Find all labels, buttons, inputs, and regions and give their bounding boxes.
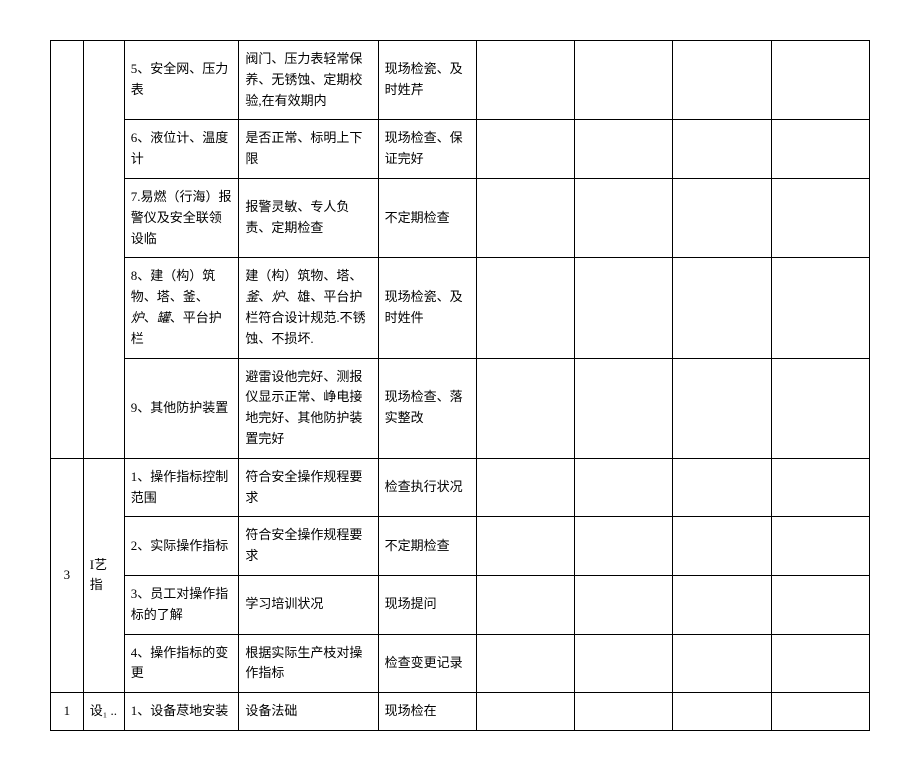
cell-category	[83, 41, 124, 459]
table-row: 1 设₁ .. 1、设备荩地安装 设备法础 现场检在	[51, 693, 870, 731]
table-row: 3、员工对操作指标的了解 学习培训状况 现场提问	[51, 575, 870, 634]
cell-blank	[476, 458, 574, 517]
table-row: 5、安全网、压力表 阀门、压力表轻常保养、无锈蚀、定期校验,在有效期内 现场检瓷…	[51, 41, 870, 120]
cell-blank	[476, 41, 574, 120]
cell-standard: 是否正常、标明上下限	[239, 120, 378, 179]
cell-standard: 避雷设他完好、测报仪显示正常、峥电接地完好、其他防护装置完好	[239, 358, 378, 458]
cell-blank	[673, 41, 771, 120]
cell-method: 现场检瓷、及时姓芹	[378, 41, 476, 120]
cell-standard: 建（构）筑物、塔、釜、炉、雄、平台护栏符合设计规范.不锈蚀、不损坏.	[239, 258, 378, 358]
cell-blank	[673, 120, 771, 179]
cell-index	[51, 41, 84, 459]
cell-item: 6、液位计、温度计	[124, 120, 239, 179]
cell-blank	[575, 634, 673, 693]
cell-blank	[476, 120, 574, 179]
cell-blank	[771, 517, 869, 576]
cell-standard: 符合安全操作规程要求	[239, 517, 378, 576]
cell-blank	[771, 258, 869, 358]
cell-method: 现场检查、保证完好	[378, 120, 476, 179]
cell-blank	[673, 178, 771, 257]
cell-blank	[575, 575, 673, 634]
cell-standard: 设备法础	[239, 693, 378, 731]
cell-method: 现场检在	[378, 693, 476, 731]
cell-method: 不定期检查	[378, 178, 476, 257]
cell-blank	[476, 575, 574, 634]
cell-standard: 符合安全操作规程要求	[239, 458, 378, 517]
cell-item: 3、员工对操作指标的了解	[124, 575, 239, 634]
cell-blank	[771, 693, 869, 731]
cell-blank	[476, 693, 574, 731]
cell-item: 4、操作指标的变更	[124, 634, 239, 693]
cell-blank	[771, 120, 869, 179]
cell-method: 现场检瓷、及时姓件	[378, 258, 476, 358]
cell-standard: 阀门、压力表轻常保养、无锈蚀、定期校验,在有效期内	[239, 41, 378, 120]
cell-item: 8、建（构）筑物、塔、釜、炉、罐、平台护栏	[124, 258, 239, 358]
cell-blank	[771, 458, 869, 517]
cell-blank	[673, 258, 771, 358]
cell-blank	[673, 575, 771, 634]
cell-blank	[476, 517, 574, 576]
cell-item: 2、实际操作指标	[124, 517, 239, 576]
cell-blank	[476, 358, 574, 458]
cell-blank	[673, 458, 771, 517]
cell-blank	[771, 178, 869, 257]
cell-index: 3	[51, 458, 84, 692]
cell-item: 1、设备荩地安装	[124, 693, 239, 731]
cell-standard: 根据实际生产枝对操作指标	[239, 634, 378, 693]
cell-index: 1	[51, 693, 84, 731]
cell-method: 检查变更记录	[378, 634, 476, 693]
cell-blank	[673, 634, 771, 693]
cell-blank	[575, 120, 673, 179]
cell-blank	[575, 693, 673, 731]
cell-blank	[673, 693, 771, 731]
table-row: 3 I艺指 1、操作指标控制范围 符合安全操作规程要求 检查执行状况	[51, 458, 870, 517]
cell-blank	[673, 358, 771, 458]
cell-method: 现场检查、落实整改	[378, 358, 476, 458]
cell-blank	[771, 358, 869, 458]
inspection-table: 5、安全网、压力表 阀门、压力表轻常保养、无锈蚀、定期校验,在有效期内 现场检瓷…	[50, 40, 870, 731]
cell-blank	[575, 358, 673, 458]
cell-blank	[575, 41, 673, 120]
cell-category: 设₁ ..	[83, 693, 124, 731]
cell-item: 1、操作指标控制范围	[124, 458, 239, 517]
cell-blank	[575, 258, 673, 358]
cell-item: 5、安全网、压力表	[124, 41, 239, 120]
cell-standard: 报警灵敏、专人负责、定期检查	[239, 178, 378, 257]
table-row: 8、建（构）筑物、塔、釜、炉、罐、平台护栏 建（构）筑物、塔、釜、炉、雄、平台护…	[51, 258, 870, 358]
cell-method: 不定期检查	[378, 517, 476, 576]
table-row: 4、操作指标的变更 根据实际生产枝对操作指标 检查变更记录	[51, 634, 870, 693]
cell-blank	[771, 575, 869, 634]
cell-method: 现场提问	[378, 575, 476, 634]
cell-blank	[476, 178, 574, 257]
cell-method: 检查执行状况	[378, 458, 476, 517]
cell-blank	[771, 41, 869, 120]
table-row: 9、其他防护装置 避雷设他完好、测报仪显示正常、峥电接地完好、其他防护装置完好 …	[51, 358, 870, 458]
cell-item: 7.易燃（行海）报警仪及安全联领设临	[124, 178, 239, 257]
cell-standard: 学习培训状况	[239, 575, 378, 634]
cell-blank	[476, 634, 574, 693]
table-row: 7.易燃（行海）报警仪及安全联领设临 报警灵敏、专人负责、定期检查 不定期检查	[51, 178, 870, 257]
cell-blank	[771, 634, 869, 693]
cell-category: I艺指	[83, 458, 124, 692]
table-row: 2、实际操作指标 符合安全操作规程要求 不定期检查	[51, 517, 870, 576]
cell-blank	[476, 258, 574, 358]
table-row: 6、液位计、温度计 是否正常、标明上下限 现场检查、保证完好	[51, 120, 870, 179]
cell-blank	[575, 458, 673, 517]
cell-blank	[575, 517, 673, 576]
cell-blank	[575, 178, 673, 257]
cell-blank	[673, 517, 771, 576]
cell-item: 9、其他防护装置	[124, 358, 239, 458]
